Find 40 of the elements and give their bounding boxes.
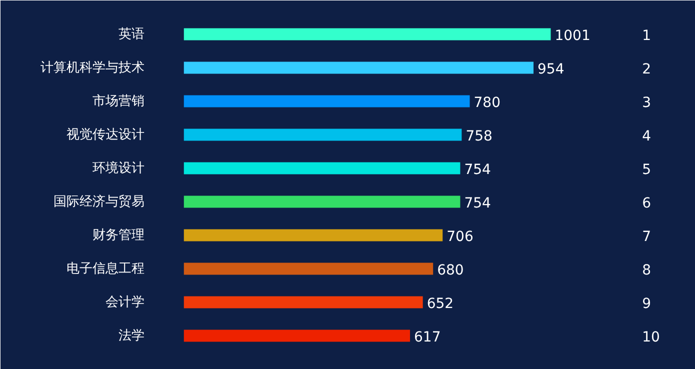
text: 8: [642, 262, 652, 278]
text: 9: [642, 296, 652, 312]
data-label: 754: [464, 162, 492, 178]
bar: [184, 62, 534, 74]
text: 7: [642, 228, 652, 245]
data-label: 652: [426, 296, 454, 312]
bar: [184, 296, 423, 308]
data-label: 706: [446, 228, 474, 245]
y-tick-label: 国际经济与贸易: [54, 194, 144, 210]
text: 3: [642, 94, 652, 111]
data-label: 617: [414, 329, 441, 346]
text: 4: [642, 128, 652, 144]
data-label: 954: [538, 61, 564, 78]
y-tick-label: 电子信息工程: [66, 261, 144, 276]
bar: [184, 262, 434, 275]
bar: [184, 229, 443, 242]
bar: [184, 162, 460, 174]
y-tick-label: 英语: [118, 26, 144, 42]
data-label: 680: [437, 262, 464, 278]
text: 2: [642, 61, 652, 78]
bar: [184, 330, 410, 342]
bar: [184, 128, 462, 141]
bar: [184, 95, 470, 108]
data-label: 754: [464, 195, 492, 212]
bar: [184, 28, 551, 40]
y-tick-label: 法学: [118, 328, 144, 344]
text: 5: [642, 162, 652, 178]
text: 10: [642, 329, 660, 346]
y-tick-label: 会计学: [106, 294, 144, 310]
y-tick-label: 视觉传达设计: [66, 127, 144, 142]
y-tick-label: 环境设计: [92, 160, 144, 176]
y-tick-label: 财务管理: [92, 228, 144, 243]
bar: [184, 196, 460, 208]
data-label: 758: [466, 128, 492, 144]
y-tick-label: 市场营销: [92, 94, 144, 109]
text: 6: [642, 195, 652, 212]
text: 1: [642, 28, 652, 44]
data-label: 1001: [554, 28, 590, 44]
y-tick-label: 计算机科学与技术: [40, 60, 144, 76]
data-label: 780: [474, 94, 500, 111]
